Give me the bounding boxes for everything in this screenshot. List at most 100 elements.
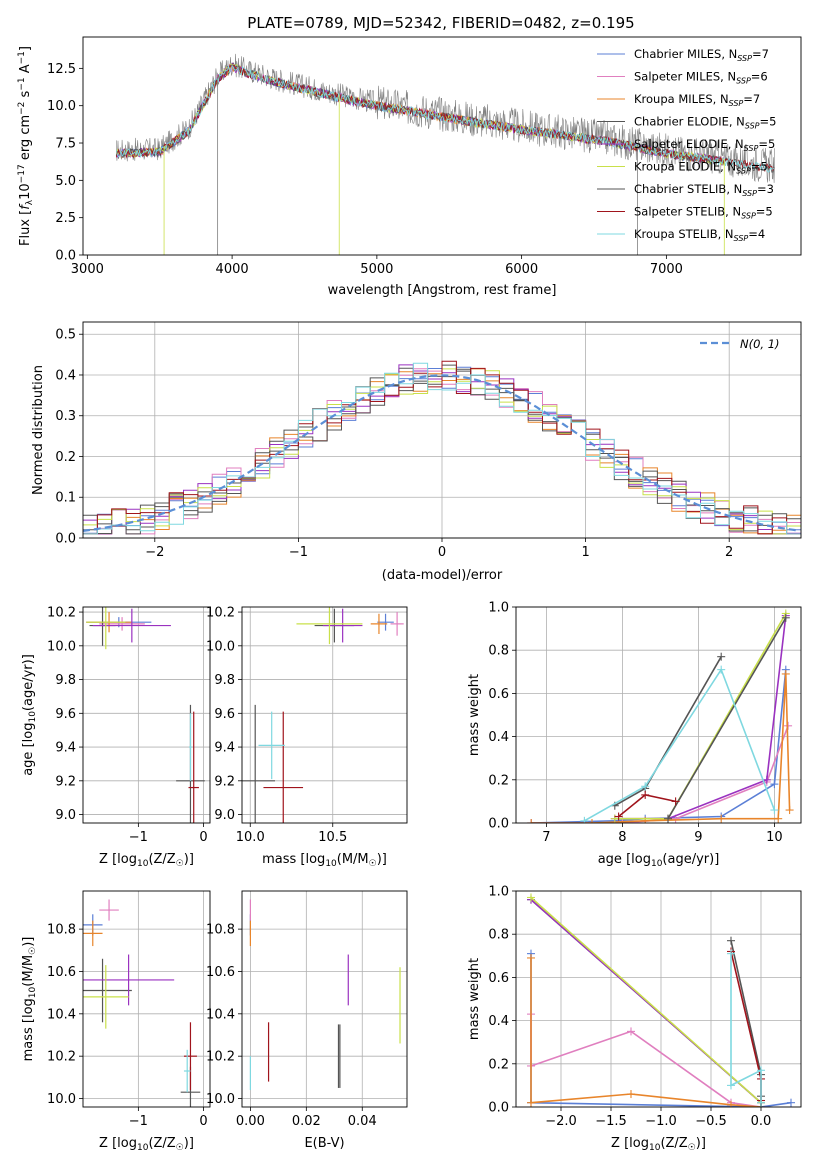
y-tick-label: 10.0 <box>47 99 76 114</box>
z-mass-ylabel: mass [log10(M/M☉)] <box>21 937 38 1062</box>
z-weight-xlabel-part: (Z/Z <box>660 1136 687 1151</box>
y-tick-label: 10.0 <box>206 1092 235 1107</box>
y-tick-label: 1.0 <box>488 885 509 900</box>
model-spectrum <box>115 63 775 172</box>
y-tick-label: 10.8 <box>206 923 235 938</box>
legend-sub: SSP <box>734 234 749 243</box>
legend-name: Chabrier STELIB, N <box>634 182 742 196</box>
spectrum-ylabel-part: −2 <box>17 102 27 115</box>
z-age-frame <box>82 606 211 824</box>
y-tick-label: 10.2 <box>206 1050 235 1065</box>
legend-sub: SSP <box>744 144 759 153</box>
spectrum-ylabel-part: A <box>18 64 33 77</box>
mass-age-points <box>242 607 404 823</box>
legend-name: Salpeter STELIB, N <box>634 205 741 219</box>
y-tick-label: 0.4 <box>488 1014 509 1029</box>
weight-line <box>530 896 762 1104</box>
y-tick-label: 9.2 <box>55 774 76 789</box>
legend-val: =5 <box>756 205 773 219</box>
y-tick-label: 10.8 <box>47 923 76 938</box>
spectrum-ylabel-part: s <box>18 90 33 101</box>
mass-age-axes: 10.0 10.5 9.0 9.2 9.4 9.6 9.8 10.0 10.2 <box>206 606 407 845</box>
age-weight-xlabel-part: 10 <box>651 859 663 869</box>
legend-name: Salpeter MILES, N <box>634 70 736 84</box>
y-tick-label: 9.4 <box>55 741 76 756</box>
y-tick-label: 9.0 <box>214 808 235 823</box>
legend-entry: Kroupa ELODIE, NSSP=5 <box>634 160 768 176</box>
y-tick-label: 9.6 <box>214 707 235 722</box>
residuals-ylabel: Normed distribution <box>31 365 46 495</box>
y-tick-label: 0.5 <box>55 328 76 343</box>
z-mass-ylabel-part: (M/M <box>21 955 36 987</box>
z-mass-xlabel-part: (Z/Z <box>148 1136 175 1151</box>
age-weight-lines <box>527 609 794 823</box>
z-age-xlabel-part: )] <box>184 852 194 867</box>
x-tick-label: −2 <box>145 545 164 560</box>
legend-name: Salpeter ELODIE, N <box>634 137 744 151</box>
x-tick-label: 0.04 <box>348 1114 377 1129</box>
residual-hists <box>83 360 801 535</box>
x-tick-label: −1 <box>129 1114 148 1129</box>
y-tick-label: 0.8 <box>488 644 509 659</box>
z-age-xlabel-part: 10 <box>137 859 149 869</box>
y-tick-label: 10.4 <box>47 1007 76 1022</box>
x-tick-label: 0.00 <box>236 1114 265 1129</box>
x-tick-label: 2 <box>725 545 733 560</box>
y-tick-label: 10.0 <box>47 639 76 654</box>
y-tick-label: 10.2 <box>47 1050 76 1065</box>
z-weight-lines <box>527 893 795 1107</box>
age-weight-axes: 7 8 9 10 0.0 0.2 0.4 0.6 0.8 1.0 <box>488 601 801 845</box>
z-mass-points <box>83 899 201 1107</box>
y-tick-label: 9.4 <box>214 741 235 756</box>
x-tick-label: −2.0 <box>545 1114 577 1129</box>
x-tick-label: 4000 <box>216 262 249 277</box>
age-weight-frame <box>515 606 802 824</box>
z-age-axes: −1 0 9.0 9.2 9.4 9.6 9.8 10.0 10.2 <box>47 606 210 845</box>
spectrum-ylabel: Flux [fλ10−17 erg cm−2 s−1 A−1] <box>17 46 35 246</box>
y-tick-label: 9.6 <box>55 707 76 722</box>
age-weight-xlabel: age [log10(age/yr)] <box>598 852 720 869</box>
y-tick-label: 0.4 <box>488 730 509 745</box>
z-age-ylabel-part: 10 <box>28 711 38 723</box>
z-age-xlabel-part: (Z/Z <box>148 852 175 867</box>
y-tick-label: 9.8 <box>55 673 76 688</box>
x-tick-label: 10 <box>766 830 783 845</box>
legend-sub: SSP <box>745 122 760 131</box>
z-age-ylabel-part: age [log <box>21 723 36 776</box>
legend-val: =4 <box>748 227 765 241</box>
y-tick-label: 0.0 <box>55 532 76 547</box>
legend-sub: SSP <box>741 212 756 221</box>
mass-age-xlabel-part: mass [log <box>262 852 325 867</box>
z-age-ylabel-part: (age/yr)] <box>21 654 36 711</box>
y-tick-label: 0.6 <box>488 971 509 986</box>
y-tick-label: 10.4 <box>206 1007 235 1022</box>
legend-name: Chabrier ELODIE, N <box>634 115 745 129</box>
mass-age-xlabel-part: )] <box>377 852 387 867</box>
spectrum-xlabel: wavelength [Angstrom, rest frame] <box>328 283 557 298</box>
weight-line <box>531 669 787 823</box>
z-age-xlabel: Z [log10(Z/Z☉)] <box>99 852 194 869</box>
x-tick-label: −1 <box>129 830 148 845</box>
x-tick-label: 0 <box>199 830 207 845</box>
legend-val: =7 <box>743 92 760 106</box>
y-tick-label: 10.0 <box>206 639 235 654</box>
legend-name: Kroupa STELIB, N <box>634 227 734 241</box>
y-tick-label: 9.8 <box>214 673 235 688</box>
residuals-xlabel: (data-model)/error <box>382 568 503 583</box>
y-tick-label: 12.5 <box>47 62 76 77</box>
residuals-frame <box>82 321 802 539</box>
legend-entry: Kroupa MILES, NSSP=7 <box>634 92 760 108</box>
x-tick-label: 0 <box>438 545 446 560</box>
x-tick-label: 3000 <box>71 262 104 277</box>
x-tick-label: 8 <box>618 830 626 845</box>
weight-line <box>614 656 722 807</box>
z-mass-ylabel-part: ☉ <box>28 947 38 955</box>
normal-curve <box>83 374 799 532</box>
spectrum-ylabel-part: erg cm <box>18 115 33 164</box>
age-weight-xlabel-part: (age/yr)] <box>662 852 719 867</box>
z-mass-xlabel: Z [log10(Z/Z☉)] <box>99 1136 194 1153</box>
legend-sub: SSP <box>729 99 744 108</box>
y-tick-label: 0.1 <box>55 491 76 506</box>
ebv-mass-xlabel: E(B-V) <box>304 1136 344 1151</box>
weight-line <box>530 958 762 1107</box>
